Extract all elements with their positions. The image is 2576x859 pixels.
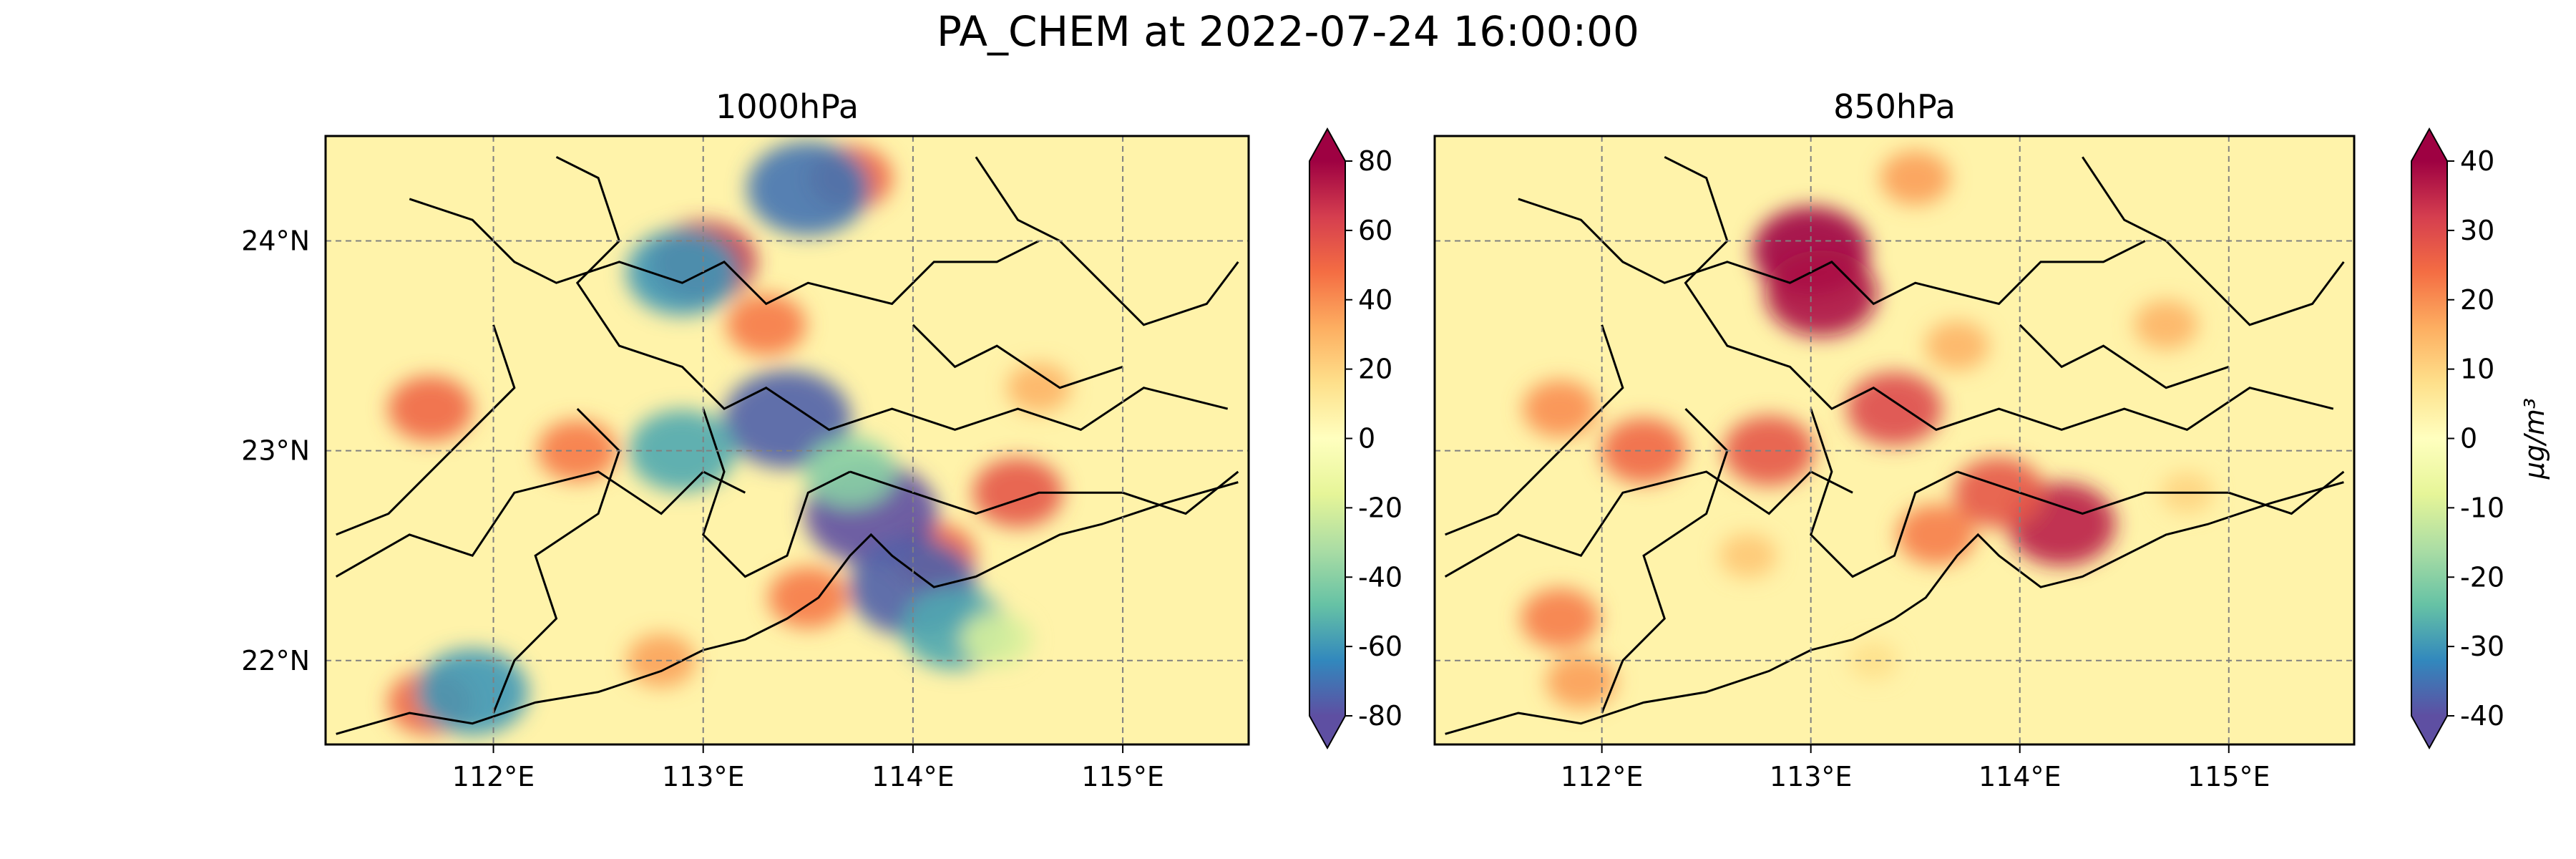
panel-title: 1000hPa	[716, 87, 859, 126]
hotspot-7	[768, 567, 848, 629]
colorbar-extend-max	[1309, 129, 1345, 161]
figure-title: PA_CHEM at 2022-07-24 16:00:00	[937, 7, 1639, 56]
hotspot-2	[1846, 372, 1943, 446]
colorbar-tick-label: 40	[1358, 284, 1392, 316]
boundary-line-6	[975, 156, 1239, 326]
lon-tick-label: 113°E	[1770, 761, 1853, 792]
boundary-line-0	[1444, 470, 1853, 578]
colorbar-extend-min	[1309, 716, 1345, 748]
lon-tick-label: 115°E	[1081, 761, 1164, 792]
boundary-line-2	[555, 155, 1229, 431]
hotspot-12	[1546, 654, 1616, 709]
colorbar-tick-label: 10	[2460, 354, 2494, 385]
map-panel-1: 112°E 113°E 114°E 115°E 22°N 23°N 24°N 1000hPa	[241, 87, 1250, 792]
hotspot-4	[726, 293, 806, 356]
boundary-line-1	[1518, 198, 2146, 306]
boundary-line-8	[849, 470, 1239, 515]
boundary-line-5	[1809, 408, 1958, 578]
hotspot-20	[962, 612, 1033, 667]
boundary-line-7	[2019, 324, 2230, 389]
lon-tick-label: 115°E	[2187, 761, 2270, 792]
colorbar-tick-label: -20	[2460, 561, 2504, 593]
boundary-line-2	[1664, 155, 2334, 432]
colorbar-tick-label: 40	[2460, 145, 2494, 177]
hotspot-15	[746, 141, 869, 236]
hotspot-1	[1765, 250, 1878, 337]
hotspot-3	[388, 376, 473, 442]
hotspot-17	[628, 409, 736, 492]
colorbar-tick-label: -10	[2460, 492, 2504, 523]
colorbar-tick-label: -80	[1358, 700, 1402, 732]
colorbar-tick-label: -40	[1358, 561, 1402, 593]
boundary-line-6	[2082, 156, 2345, 326]
boundary-line-9	[1445, 481, 2344, 735]
boundary-line-7	[912, 324, 1123, 389]
lat-tick-label: 22°N	[241, 645, 310, 676]
boundary-line-9	[336, 481, 1239, 735]
field-hotspots	[1521, 150, 2214, 709]
hotspot-8	[1523, 380, 1598, 438]
colorbar-tick-label: 20	[1358, 354, 1392, 385]
hotspot-13	[1880, 150, 1951, 205]
lat-tick-label: 23°N	[241, 435, 310, 467]
lon-tick-label: 114°E	[1979, 761, 2062, 792]
colorbar-2: 40 30 20 10 0 -10 -20 -30 -40 μg/m³	[2411, 127, 2550, 750]
map-frame	[324, 135, 1250, 746]
hotspot-10	[1007, 363, 1071, 413]
lon-tick-label: 113°E	[662, 761, 745, 792]
colorbar-gradient	[1309, 161, 1345, 716]
colorbar-tick-label: -20	[1358, 492, 1402, 523]
colorbar-tick-label: 30	[2460, 215, 2494, 246]
colorbar-1: 80 60 40 20 0 -20 -40 -60 -80	[1309, 127, 1402, 750]
lon-tick-label: 112°E	[1561, 761, 1644, 792]
hotspot-6	[1896, 504, 1976, 566]
hotspot-7	[1601, 418, 1687, 484]
colorbar-tick-label: 0	[2460, 423, 2477, 455]
hotspot-5	[1953, 457, 2045, 528]
boundaries	[1444, 155, 2345, 735]
boundary-line-1	[409, 198, 1040, 306]
hotspot-10	[2134, 300, 2198, 350]
hotspot-9	[1925, 321, 1989, 371]
colorbar-tick-label: 60	[1358, 215, 1392, 246]
boundary-line-8	[1956, 470, 2345, 515]
hotspot-11	[723, 370, 852, 469]
panel-title: 850hPa	[1833, 87, 1956, 126]
colorbar-extend-min	[2411, 716, 2447, 748]
colorbar-tick-label: -40	[2460, 700, 2504, 732]
colorbar-tick-label: 0	[1358, 423, 1375, 455]
hotspot-15	[1719, 533, 1777, 578]
lon-tick-label: 114°E	[872, 761, 955, 792]
boundary-line-0	[335, 470, 746, 578]
boundary-line-5	[702, 408, 851, 578]
colorbar-tick-label: 20	[2460, 284, 2494, 316]
hotspot-16	[626, 229, 738, 316]
colorbar-tick-label: -60	[1358, 631, 1402, 662]
colorbar-extend-max	[2411, 129, 2447, 161]
hotspot-18	[416, 649, 529, 735]
lat-tick-label: 24°N	[241, 225, 310, 257]
colorbar-gradient	[2411, 161, 2447, 716]
hotspot-16	[1848, 641, 1898, 680]
colorbar-label: μg/m³	[2519, 398, 2550, 480]
hotspot-11	[1521, 588, 1600, 649]
colorbar-tick-label: -30	[2460, 631, 2504, 662]
lon-tick-label: 112°E	[452, 761, 535, 792]
map-frame	[1433, 135, 2356, 746]
hotspot-5	[972, 457, 1063, 528]
colorbar-tick-label: 80	[1358, 145, 1392, 177]
map-panel-2: 112°E 113°E 114°E 115°E 850hPa	[1433, 87, 2356, 792]
